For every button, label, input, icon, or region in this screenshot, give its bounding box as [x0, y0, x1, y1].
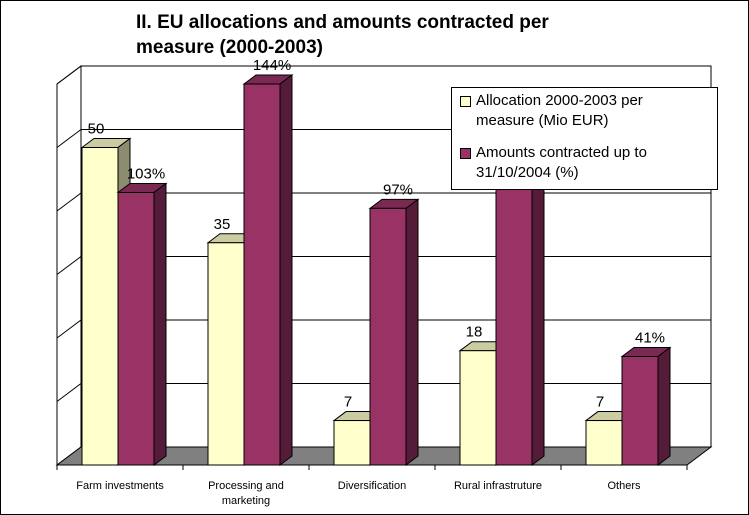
gridline-side — [56, 129, 82, 148]
bar-contracted-side — [153, 182, 167, 466]
bar-contracted-side — [405, 198, 419, 466]
gridline-side — [56, 256, 82, 275]
legend-label-contracted: Amounts contracted up to 31/10/2004 (%) — [476, 144, 647, 181]
x-tick-label: Farm investments — [76, 480, 164, 492]
x-tick-label: Diversification — [338, 480, 406, 492]
bar-contracted-side — [279, 74, 293, 466]
legend-entry-contracted: Amounts contracted up to 31/10/2004 (%) — [460, 143, 701, 183]
legend-entry-allocation: Allocation 2000-2003 per measure (Mio EU… — [460, 91, 701, 131]
data-label-allocation: 35 — [214, 216, 231, 233]
bar-allocation — [81, 147, 119, 466]
data-label-contracted: 97% — [383, 181, 413, 198]
x-tick-label: Others — [607, 480, 641, 492]
x-tick-label: Rural infrastruture — [454, 480, 542, 492]
data-label-allocation: 7 — [596, 394, 604, 411]
data-label-contracted: 41% — [635, 330, 665, 347]
bar-contracted — [243, 83, 281, 466]
legend-swatch-contracted — [460, 148, 471, 159]
bar-contracted — [495, 154, 533, 466]
bar-contracted — [621, 356, 659, 466]
legend-swatch-allocation — [460, 96, 471, 107]
bar-contracted-side — [657, 346, 671, 466]
gridline-side — [56, 319, 82, 339]
bar-allocation — [207, 242, 245, 466]
legend-label-allocation: Allocation 2000-2003 per measure (Mio EU… — [476, 92, 643, 129]
gridline-side — [56, 383, 82, 402]
gridline-side — [56, 65, 82, 85]
bar-allocation — [333, 420, 371, 466]
data-label-contracted: 103% — [127, 165, 165, 182]
chart-title: II. EU allocations and amounts contracte… — [136, 12, 549, 58]
bar-allocation — [585, 420, 623, 466]
bar-contracted-side — [531, 145, 545, 466]
gridline-side — [56, 192, 82, 212]
chart-legend: Allocation 2000-2003 per measure (Mio EU… — [451, 87, 718, 190]
bar-allocation — [459, 350, 497, 466]
data-label-contracted: 144% — [253, 57, 291, 74]
bar-contracted — [117, 191, 155, 466]
x-tick-label: Processing and marketing — [208, 480, 284, 507]
data-label-allocation: 18 — [466, 324, 483, 341]
data-label-allocation: 7 — [344, 394, 352, 411]
data-label-allocation: 50 — [88, 121, 105, 138]
bar-contracted — [369, 207, 407, 466]
